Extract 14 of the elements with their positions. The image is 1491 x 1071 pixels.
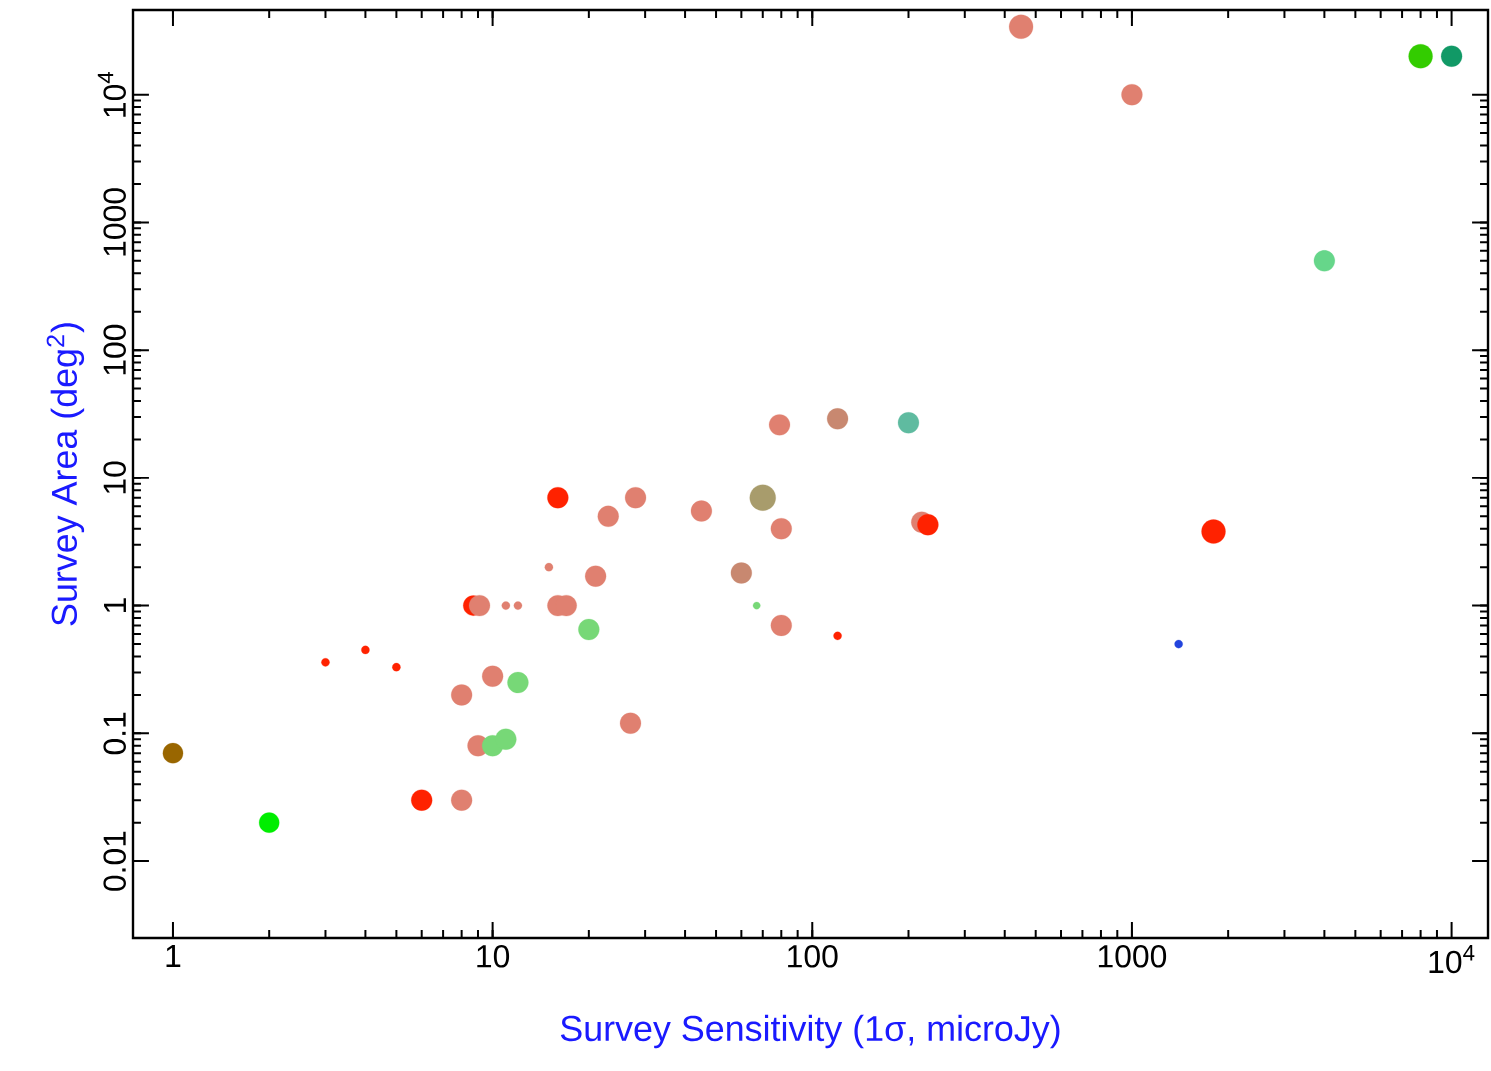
y-tick-label: 10$^{4}$ (97, 71, 126, 117)
y-tick-label: 0.01 (103, 831, 126, 891)
x-tick-label: 100 (788, 945, 838, 968)
y-tick-label: 0.1 (103, 712, 126, 755)
x-tick-label: 1 (166, 945, 181, 967)
x-tick-label: 10 (477, 945, 510, 968)
x-tick-label: 10$^{4}$ (1429, 945, 1475, 974)
x-tick-label: 1000 (1098, 945, 1167, 968)
y-tick-label: 10 (103, 461, 126, 494)
x-axis-title: Survey Sensitivity (1σ, microJy) (560, 1014, 1060, 1049)
y-tick-label: 100 (103, 324, 126, 375)
y-axis-title: Survey Area (deg$^{2}$) (46, 323, 85, 626)
y-tick-label: 1 (104, 598, 126, 613)
y-tick-label: 1000 (103, 188, 126, 256)
